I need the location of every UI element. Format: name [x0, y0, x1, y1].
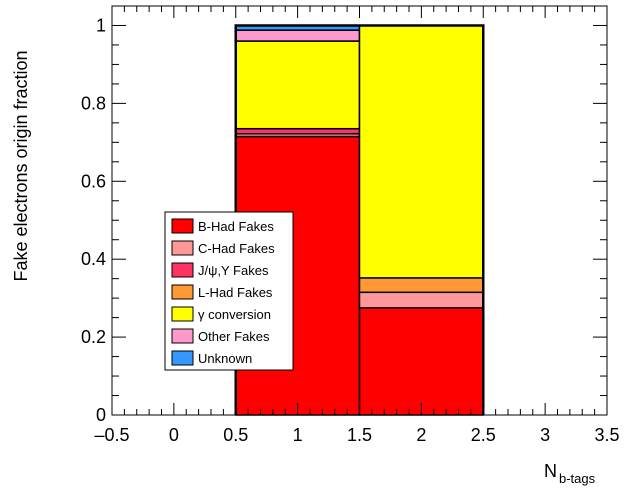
- bar-bin1-6: [235, 29, 361, 42]
- bar-bin2-4: [358, 24, 484, 279]
- bar-bin1-3: [235, 127, 361, 135]
- y-tick-label: 0.8: [81, 93, 106, 113]
- y-tick-label: 0.4: [81, 249, 106, 269]
- x-axis-label: N b-tags: [544, 461, 596, 486]
- bar-bin2-1: [358, 307, 484, 416]
- x-tick-label: 1: [293, 425, 303, 445]
- histogram-outline: [234, 24, 485, 415]
- legend-label: Unknown: [198, 351, 252, 366]
- x-tick-label: 0: [169, 425, 179, 445]
- x-axis-label-subscript: b-tags: [559, 471, 596, 486]
- legend: B-Had Fakes C-Had Fakes J/ψ,Υ Fakes L-Had F…: [164, 211, 294, 371]
- legend-swatch: [171, 240, 194, 256]
- x-tick-label: 1.5: [347, 425, 372, 445]
- bar-bin1-5: [235, 40, 361, 130]
- x-tick-label: 2: [416, 425, 426, 445]
- bar-bin2-3: [358, 277, 484, 294]
- legend-label: Other Fakes: [198, 329, 270, 344]
- y-axis-label: Fake electrons origin fraction: [11, 50, 31, 281]
- histogram-outline-line: [234, 24, 485, 415]
- legend-swatch: [171, 284, 194, 300]
- x-tick-label: 3.5: [594, 425, 619, 445]
- y-tick-label: 1: [96, 15, 106, 35]
- legend-swatch: [171, 328, 194, 344]
- legend-swatch: [171, 350, 194, 366]
- x-axis-label-main: N: [544, 461, 557, 481]
- y-tick-label: 0.6: [81, 171, 106, 191]
- bar-bin2-2: [358, 291, 484, 309]
- x-tick-label: 2.5: [471, 425, 496, 445]
- legend-label: L-Had Fakes: [198, 285, 273, 300]
- legend-swatch: [171, 218, 194, 234]
- axes: –0.5 0 0.5 1 1.5 2 2.5 3 3.500.20.40.60.81: [81, 5, 620, 445]
- y-tick-label: 0: [96, 405, 106, 425]
- legend-label: C-Had Fakes: [198, 241, 275, 256]
- legend-swatch: [171, 262, 194, 278]
- legend-swatch: [171, 306, 194, 322]
- x-tick-label: 3: [540, 425, 550, 445]
- legend-label: γ conversion: [198, 307, 271, 322]
- legend-label: B-Had Fakes: [198, 219, 274, 234]
- y-tick-label: 0.2: [81, 327, 106, 347]
- bars: [235, 24, 484, 416]
- x-tick-label: –0.5: [94, 425, 129, 445]
- x-tick-label: 0.5: [223, 425, 248, 445]
- legend-label: J/ψ,Υ Fakes: [198, 263, 269, 278]
